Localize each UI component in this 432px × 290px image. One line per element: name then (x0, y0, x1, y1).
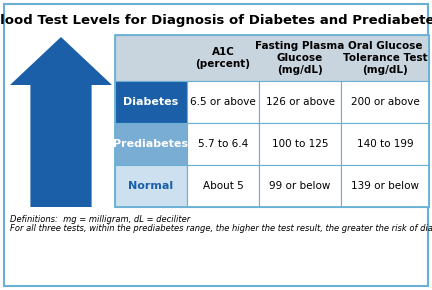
Bar (115, 123, 187, 165)
Text: 139 or below: 139 or below (351, 181, 419, 191)
Bar (341, 165, 429, 207)
FancyBboxPatch shape (4, 4, 428, 286)
Text: About 5: About 5 (203, 181, 243, 191)
Bar (341, 81, 429, 123)
Bar (259, 81, 341, 123)
Polygon shape (10, 37, 112, 207)
Text: For all three tests, within the prediabetes range, the higher the test result, t: For all three tests, within the prediabe… (10, 224, 432, 233)
Text: Prediabetes: Prediabetes (114, 139, 188, 149)
Bar (187, 165, 259, 207)
Text: 99 or below: 99 or below (269, 181, 330, 191)
Text: 126 or above: 126 or above (266, 97, 334, 107)
Text: Normal: Normal (128, 181, 174, 191)
Text: 6.5 or above: 6.5 or above (190, 97, 256, 107)
Text: Diabetes: Diabetes (124, 97, 178, 107)
Text: Oral Glucose
Tolerance Test
(mg/dL): Oral Glucose Tolerance Test (mg/dL) (343, 41, 427, 75)
Bar (259, 123, 341, 165)
Text: A1C
(percent): A1C (percent) (196, 47, 251, 69)
Text: 140 to 199: 140 to 199 (357, 139, 413, 149)
Text: Fasting Plasma
Glucose
(mg/dL): Fasting Plasma Glucose (mg/dL) (255, 41, 345, 75)
Bar (341, 123, 429, 165)
Bar (187, 123, 259, 165)
Text: 100 to 125: 100 to 125 (272, 139, 328, 149)
Bar (115, 165, 187, 207)
Bar (187, 81, 259, 123)
Bar (115, 81, 187, 123)
Text: 200 or above: 200 or above (351, 97, 419, 107)
Bar (259, 165, 341, 207)
Text: Blood Test Levels for Diagnosis of Diabetes and Prediabetes: Blood Test Levels for Diagnosis of Diabe… (0, 14, 432, 27)
Text: Definitions:  mg = milligram, dL = deciliter: Definitions: mg = milligram, dL = decili… (10, 215, 190, 224)
Bar (115, 35, 429, 207)
Bar (115, 35, 429, 81)
Text: 5.7 to 6.4: 5.7 to 6.4 (198, 139, 248, 149)
